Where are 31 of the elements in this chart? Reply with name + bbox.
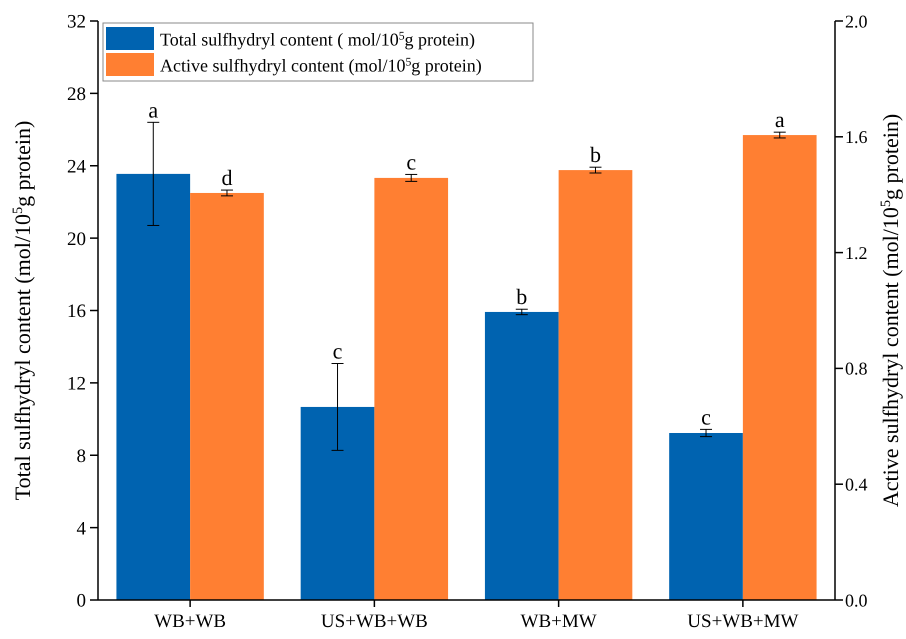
x-tick-label: US+WB+WB — [320, 611, 428, 632]
y2-tick-label: 1.2 — [845, 242, 868, 263]
data-label: b — [590, 142, 601, 168]
y-tick-label: 4 — [76, 518, 86, 540]
y2-tick-label: 0.4 — [845, 474, 868, 494]
data-label: b — [516, 284, 528, 310]
x-tick-label: WB+MW — [520, 611, 597, 632]
data-label: a — [148, 97, 158, 122]
y-tick-label: 32 — [67, 12, 86, 33]
data-label: a — [774, 107, 785, 132]
y-tick-label: 16 — [67, 301, 86, 322]
y-tick-label: 20 — [67, 228, 86, 250]
y-tick-label: 8 — [76, 446, 86, 467]
data-label: c — [701, 404, 712, 430]
y-tick-label: 12 — [67, 374, 86, 395]
x-tick-label: WB+WB — [154, 611, 226, 632]
y-tick-label: 0 — [76, 590, 86, 612]
x-tick-label: US+WB+MW — [687, 611, 799, 632]
bar — [742, 135, 817, 600]
y-tick-label: 28 — [67, 84, 86, 106]
y2-tick-label: 2.0 — [845, 11, 868, 32]
legend-label: Active sulfhydryl content (mol/10$^{5}$g protein) — [160, 54, 482, 76]
y2-tick-label: 0.8 — [845, 358, 868, 379]
y-tick-label: 24 — [67, 156, 86, 178]
y2-tick-label: 1.6 — [845, 127, 868, 148]
data-label: c — [332, 338, 343, 364]
data-label: d — [221, 165, 232, 190]
legend-label: Total sulfhydryl content ( mol/10$^{5}$g protein) — [160, 28, 476, 50]
y2-tick-label: 0.0 — [845, 590, 868, 610]
bar — [374, 178, 448, 600]
data-label: c — [406, 149, 416, 174]
